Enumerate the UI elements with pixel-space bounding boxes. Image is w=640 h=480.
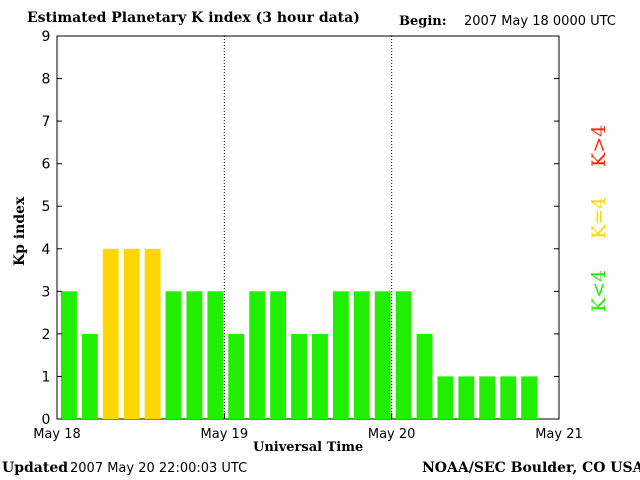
- kp-bar: [228, 333, 245, 419]
- x-tick-label: May 21: [535, 427, 583, 442]
- kp-bar: [207, 291, 224, 419]
- footer-updated-label: Updated: [2, 460, 69, 476]
- kp-bar: [165, 291, 182, 419]
- chart-title: Estimated Planetary K index (3 hour data…: [27, 10, 360, 26]
- plot-frame: [56, 35, 560, 420]
- kp-bar: [81, 333, 98, 419]
- kp-bar: [395, 291, 412, 419]
- begin-label: Begin:: [399, 14, 447, 29]
- y-tick-label: 2: [42, 327, 51, 343]
- kp-bar: [500, 376, 517, 419]
- footer-updated-value: 2007 May 20 22:00:03 UTC: [70, 461, 248, 476]
- legend-high: K>4: [588, 124, 610, 167]
- kp-bar: [374, 291, 391, 419]
- x-tick-label: May 19: [201, 427, 249, 442]
- kp-bar: [312, 333, 328, 419]
- footer-source: NOAA/SEC Boulder, CO USA: [422, 460, 640, 476]
- begin-value: 2007 May 18 0000 UTC: [464, 14, 616, 29]
- kp-bar: [479, 376, 496, 419]
- kp-bar: [61, 291, 77, 419]
- y-tick-label: 6: [42, 157, 51, 173]
- y-tick-label: 7: [42, 114, 51, 130]
- x-tick-label: May 18: [33, 427, 81, 442]
- y-tick-label: 5: [42, 199, 51, 215]
- kp-bar: [416, 333, 433, 419]
- kp-bar: [102, 248, 119, 419]
- x-tick-label: May 20: [368, 427, 416, 442]
- kp-bar: [144, 248, 161, 419]
- kp-bar: [332, 291, 349, 419]
- y-axis-label: Kp index: [12, 196, 28, 266]
- y-tick-label: 1: [42, 369, 51, 385]
- kp-bar: [270, 291, 287, 419]
- y-tick-label: 3: [42, 284, 51, 300]
- y-tick-label: 9: [42, 29, 51, 45]
- y-tick-label: 4: [42, 242, 51, 258]
- legend-mid: K=4: [588, 196, 610, 239]
- legend-low: K<4: [588, 269, 610, 312]
- kp-bar: [249, 291, 266, 419]
- kp-bar: [291, 333, 307, 419]
- x-axis-label: Universal Time: [253, 440, 364, 455]
- kp-bar: [353, 291, 370, 419]
- kp-bar: [458, 376, 475, 419]
- kp-bar: [186, 291, 203, 419]
- kp-bar: [123, 248, 140, 419]
- y-tick-label: 0: [42, 412, 51, 428]
- kp-bar: [521, 376, 538, 419]
- y-tick-label: 8: [42, 72, 51, 88]
- kp-bar: [437, 376, 454, 419]
